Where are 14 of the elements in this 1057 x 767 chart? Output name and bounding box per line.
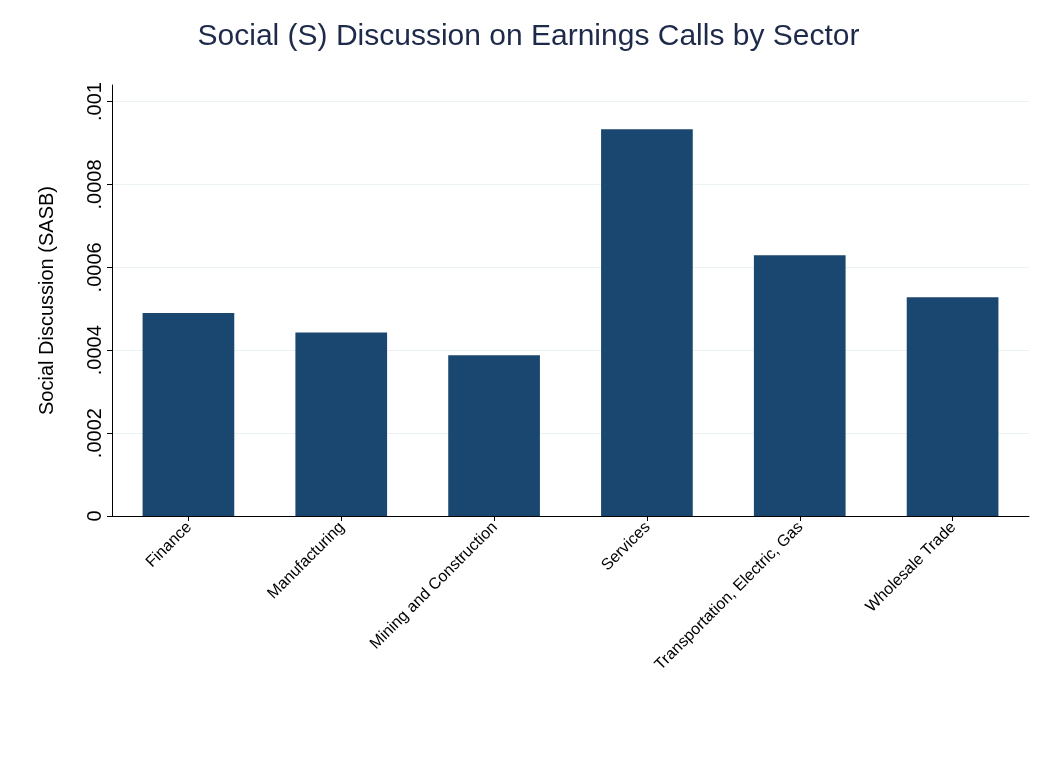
y-tick-label: .001 [83,82,105,122]
y-tick-label: 0 [83,510,105,522]
y-tick-label: .0008 [83,159,105,210]
bar [142,312,235,516]
bar [753,255,846,516]
y-tick-label: .0002 [83,408,105,459]
chart-title: Social (S) Discussion on Earnings Calls by Sector [197,17,860,51]
bar [906,297,999,516]
y-axis-title: Social Discussion (SASB) [35,186,57,415]
bar [601,129,693,516]
bar [295,332,388,516]
bar [448,355,540,516]
y-tick-label: .0004 [83,325,105,376]
y-tick-label: .0006 [83,242,105,293]
